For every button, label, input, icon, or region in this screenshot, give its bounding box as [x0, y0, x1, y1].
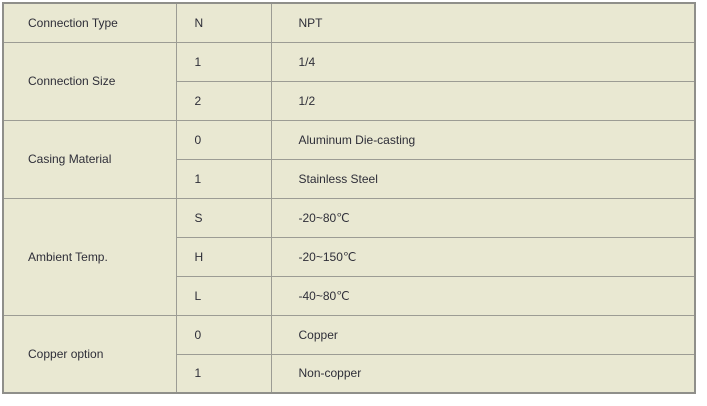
code-cell: H	[175, 236, 272, 277]
code-cell: 1	[175, 158, 272, 199]
value-cell: Non-copper	[270, 353, 696, 394]
value-cell: 1/2	[270, 80, 696, 121]
value-cell: -20~150℃	[270, 236, 696, 277]
value-cell: Copper	[270, 314, 696, 355]
spec-table: Connection Type N NPT Connection Size 1 …	[2, 2, 696, 394]
table-row: 1 Stainless Steel	[3, 158, 696, 199]
code-cell: L	[175, 275, 272, 316]
code-cell: 1	[175, 353, 272, 394]
table-row: Ambient Temp. S -20~80℃	[2, 197, 696, 316]
value-cell: 1/4	[270, 41, 696, 82]
table-row: Copper option 0 Copper	[2, 314, 696, 394]
value-cell: Aluminum Die-casting	[270, 119, 696, 160]
table-row: Connection Size 1 1/4	[2, 41, 696, 121]
code-cell: N	[175, 2, 272, 43]
value-cell: -20~80℃	[270, 197, 696, 238]
code-cell: 0	[175, 119, 272, 160]
group-label-connection-size: Connection Size	[2, 41, 177, 121]
group-label-copper-option: Copper option	[2, 314, 177, 394]
code-cell: 2	[175, 80, 272, 121]
value-cell: Stainless Steel	[270, 158, 696, 199]
table-row: Connection Type N NPT	[2, 2, 696, 43]
value-cell: -40~80℃	[270, 275, 696, 316]
code-cell: 0	[175, 314, 272, 355]
group-label-connection-type: Connection Type	[2, 2, 177, 43]
table-row: H -20~150℃	[3, 236, 696, 277]
code-cell: S	[175, 197, 272, 238]
group-label-casing-material: Casing Material	[2, 119, 177, 199]
table-row: 1 Non-copper	[3, 353, 696, 394]
code-cell: 1	[175, 41, 272, 82]
table-row: Casing Material 0 Aluminum Die-casting	[2, 119, 696, 199]
group-label-ambient-temp: Ambient Temp.	[2, 197, 177, 316]
value-cell: NPT	[270, 2, 696, 43]
table-row: L -40~80℃	[3, 275, 696, 316]
